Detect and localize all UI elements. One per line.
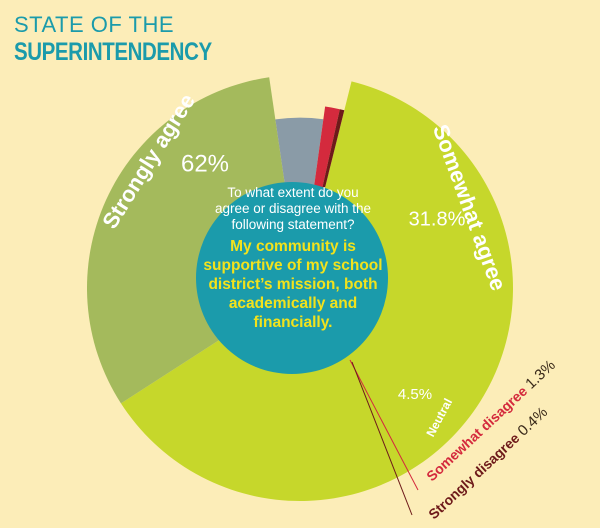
value-label: 0.4% [515, 404, 552, 440]
chart-subtitle: SUPERINTENDENCY [14, 38, 212, 66]
statement: My community is supportive of my school … [203, 238, 383, 331]
value-label: 4.5% [398, 386, 432, 403]
value-label: 62% [181, 150, 229, 177]
question: To what extent do you agree or disagree … [214, 185, 372, 232]
center-circle [196, 182, 388, 374]
value-label: 1.3% [522, 357, 559, 393]
center-text: To what extent do you agree or disagree … [200, 185, 386, 332]
leader-line [349, 359, 419, 491]
chart-title: STATE OF THE [14, 12, 175, 37]
leader-line [351, 361, 413, 516]
value-label: 31.8% [409, 208, 466, 230]
